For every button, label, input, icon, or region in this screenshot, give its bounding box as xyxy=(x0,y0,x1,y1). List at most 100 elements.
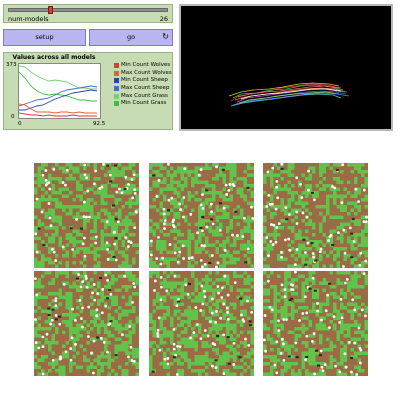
sheep-agent xyxy=(130,178,134,181)
grass-patch xyxy=(236,274,240,278)
grass-patch xyxy=(322,184,326,188)
grass-patch xyxy=(37,372,41,376)
grass-patch xyxy=(191,362,195,366)
grass-patch xyxy=(354,323,358,327)
sheep-agent xyxy=(364,259,368,263)
grass-patch xyxy=(308,278,312,282)
grass-patch xyxy=(159,166,163,170)
sheep-agent xyxy=(265,205,269,208)
grass-patch xyxy=(219,233,223,237)
wolf-agent xyxy=(328,282,332,285)
grass-patch xyxy=(243,369,247,373)
grass-patch xyxy=(240,323,244,327)
grass-patch xyxy=(69,240,73,244)
grass-patch xyxy=(215,191,219,195)
sheep-agent xyxy=(109,292,113,296)
grass-patch xyxy=(65,177,69,181)
sheep-agent xyxy=(298,319,301,322)
slider-track[interactable] xyxy=(8,8,168,12)
sheep-agent xyxy=(316,309,319,313)
grass-patch xyxy=(166,348,170,352)
grass-patch xyxy=(229,337,233,341)
grass-patch xyxy=(308,334,312,338)
grass-patch xyxy=(319,334,323,338)
grass-patch xyxy=(233,351,237,355)
grass-patch xyxy=(121,222,125,226)
model-view[interactable] xyxy=(33,271,139,376)
trajectory-view[interactable] xyxy=(179,4,393,131)
grass-patch xyxy=(163,341,167,345)
grass-patch xyxy=(104,208,108,212)
grass-patch xyxy=(97,254,101,258)
sheep-agent xyxy=(77,273,80,276)
grass-patch xyxy=(326,348,330,352)
grass-patch xyxy=(322,316,326,320)
grass-patch xyxy=(152,351,156,355)
grass-patch xyxy=(34,205,38,209)
grass-patch xyxy=(364,337,368,341)
grass-patch xyxy=(273,173,277,177)
grass-patch xyxy=(222,299,226,303)
sheep-agent xyxy=(320,318,323,322)
grass-patch xyxy=(149,313,153,317)
model-view[interactable] xyxy=(34,162,139,268)
grass-patch xyxy=(308,219,312,223)
grass-patch xyxy=(55,219,59,223)
grass-patch xyxy=(135,316,139,320)
grass-patch xyxy=(361,369,365,373)
grass-patch xyxy=(312,302,316,306)
go-button[interactable]: go ↻ xyxy=(89,29,173,46)
grass-patch xyxy=(247,365,251,369)
sheep-agent xyxy=(35,197,39,201)
grass-patch xyxy=(301,274,305,278)
grass-patch xyxy=(226,212,230,216)
grass-patch xyxy=(100,240,104,244)
wolf-agent xyxy=(280,167,284,170)
grass-patch xyxy=(247,173,251,177)
model-view[interactable] xyxy=(149,271,254,376)
sheep-agent xyxy=(83,163,87,167)
model-view[interactable] xyxy=(263,162,368,268)
grass-patch xyxy=(34,365,38,369)
setup-button[interactable]: setup xyxy=(3,29,86,46)
sheep-agent xyxy=(359,251,363,255)
grass-patch xyxy=(280,187,284,191)
grass-patch xyxy=(277,205,281,209)
sheep-agent xyxy=(342,228,346,232)
model-view[interactable] xyxy=(262,270,368,376)
sheep-agent xyxy=(318,250,322,254)
grass-patch xyxy=(76,299,80,303)
sheep-agent xyxy=(364,220,368,224)
grass-patch xyxy=(184,215,188,219)
model-view[interactable] xyxy=(149,162,255,269)
grass-patch xyxy=(34,247,38,251)
grass-patch xyxy=(312,334,316,338)
grass-patch xyxy=(201,222,205,226)
grass-patch xyxy=(277,323,281,327)
sheep-agent xyxy=(155,257,159,260)
grass-patch xyxy=(65,323,69,327)
grass-patch xyxy=(236,288,240,292)
num-models-slider[interactable]: num-models 26 xyxy=(3,4,173,23)
wolf-agent xyxy=(114,218,118,221)
grass-patch xyxy=(263,281,267,285)
grass-patch xyxy=(308,323,312,327)
grass-patch xyxy=(65,351,69,355)
grass-patch xyxy=(166,170,170,174)
sheep-agent xyxy=(182,257,186,260)
grass-patch xyxy=(55,327,59,331)
grass-patch xyxy=(198,299,202,303)
wolf-agent xyxy=(99,277,103,280)
grass-patch xyxy=(263,344,267,348)
grass-patch xyxy=(159,243,163,247)
grass-patch xyxy=(166,285,170,289)
grass-patch xyxy=(273,355,277,359)
grass-patch xyxy=(215,173,219,177)
grass-patch xyxy=(361,170,365,174)
sheep-agent xyxy=(351,298,355,302)
grass-patch xyxy=(208,362,212,366)
slider-handle[interactable] xyxy=(48,6,54,14)
grass-patch xyxy=(76,313,80,317)
grass-patch xyxy=(184,320,188,324)
grass-patch xyxy=(240,358,244,362)
